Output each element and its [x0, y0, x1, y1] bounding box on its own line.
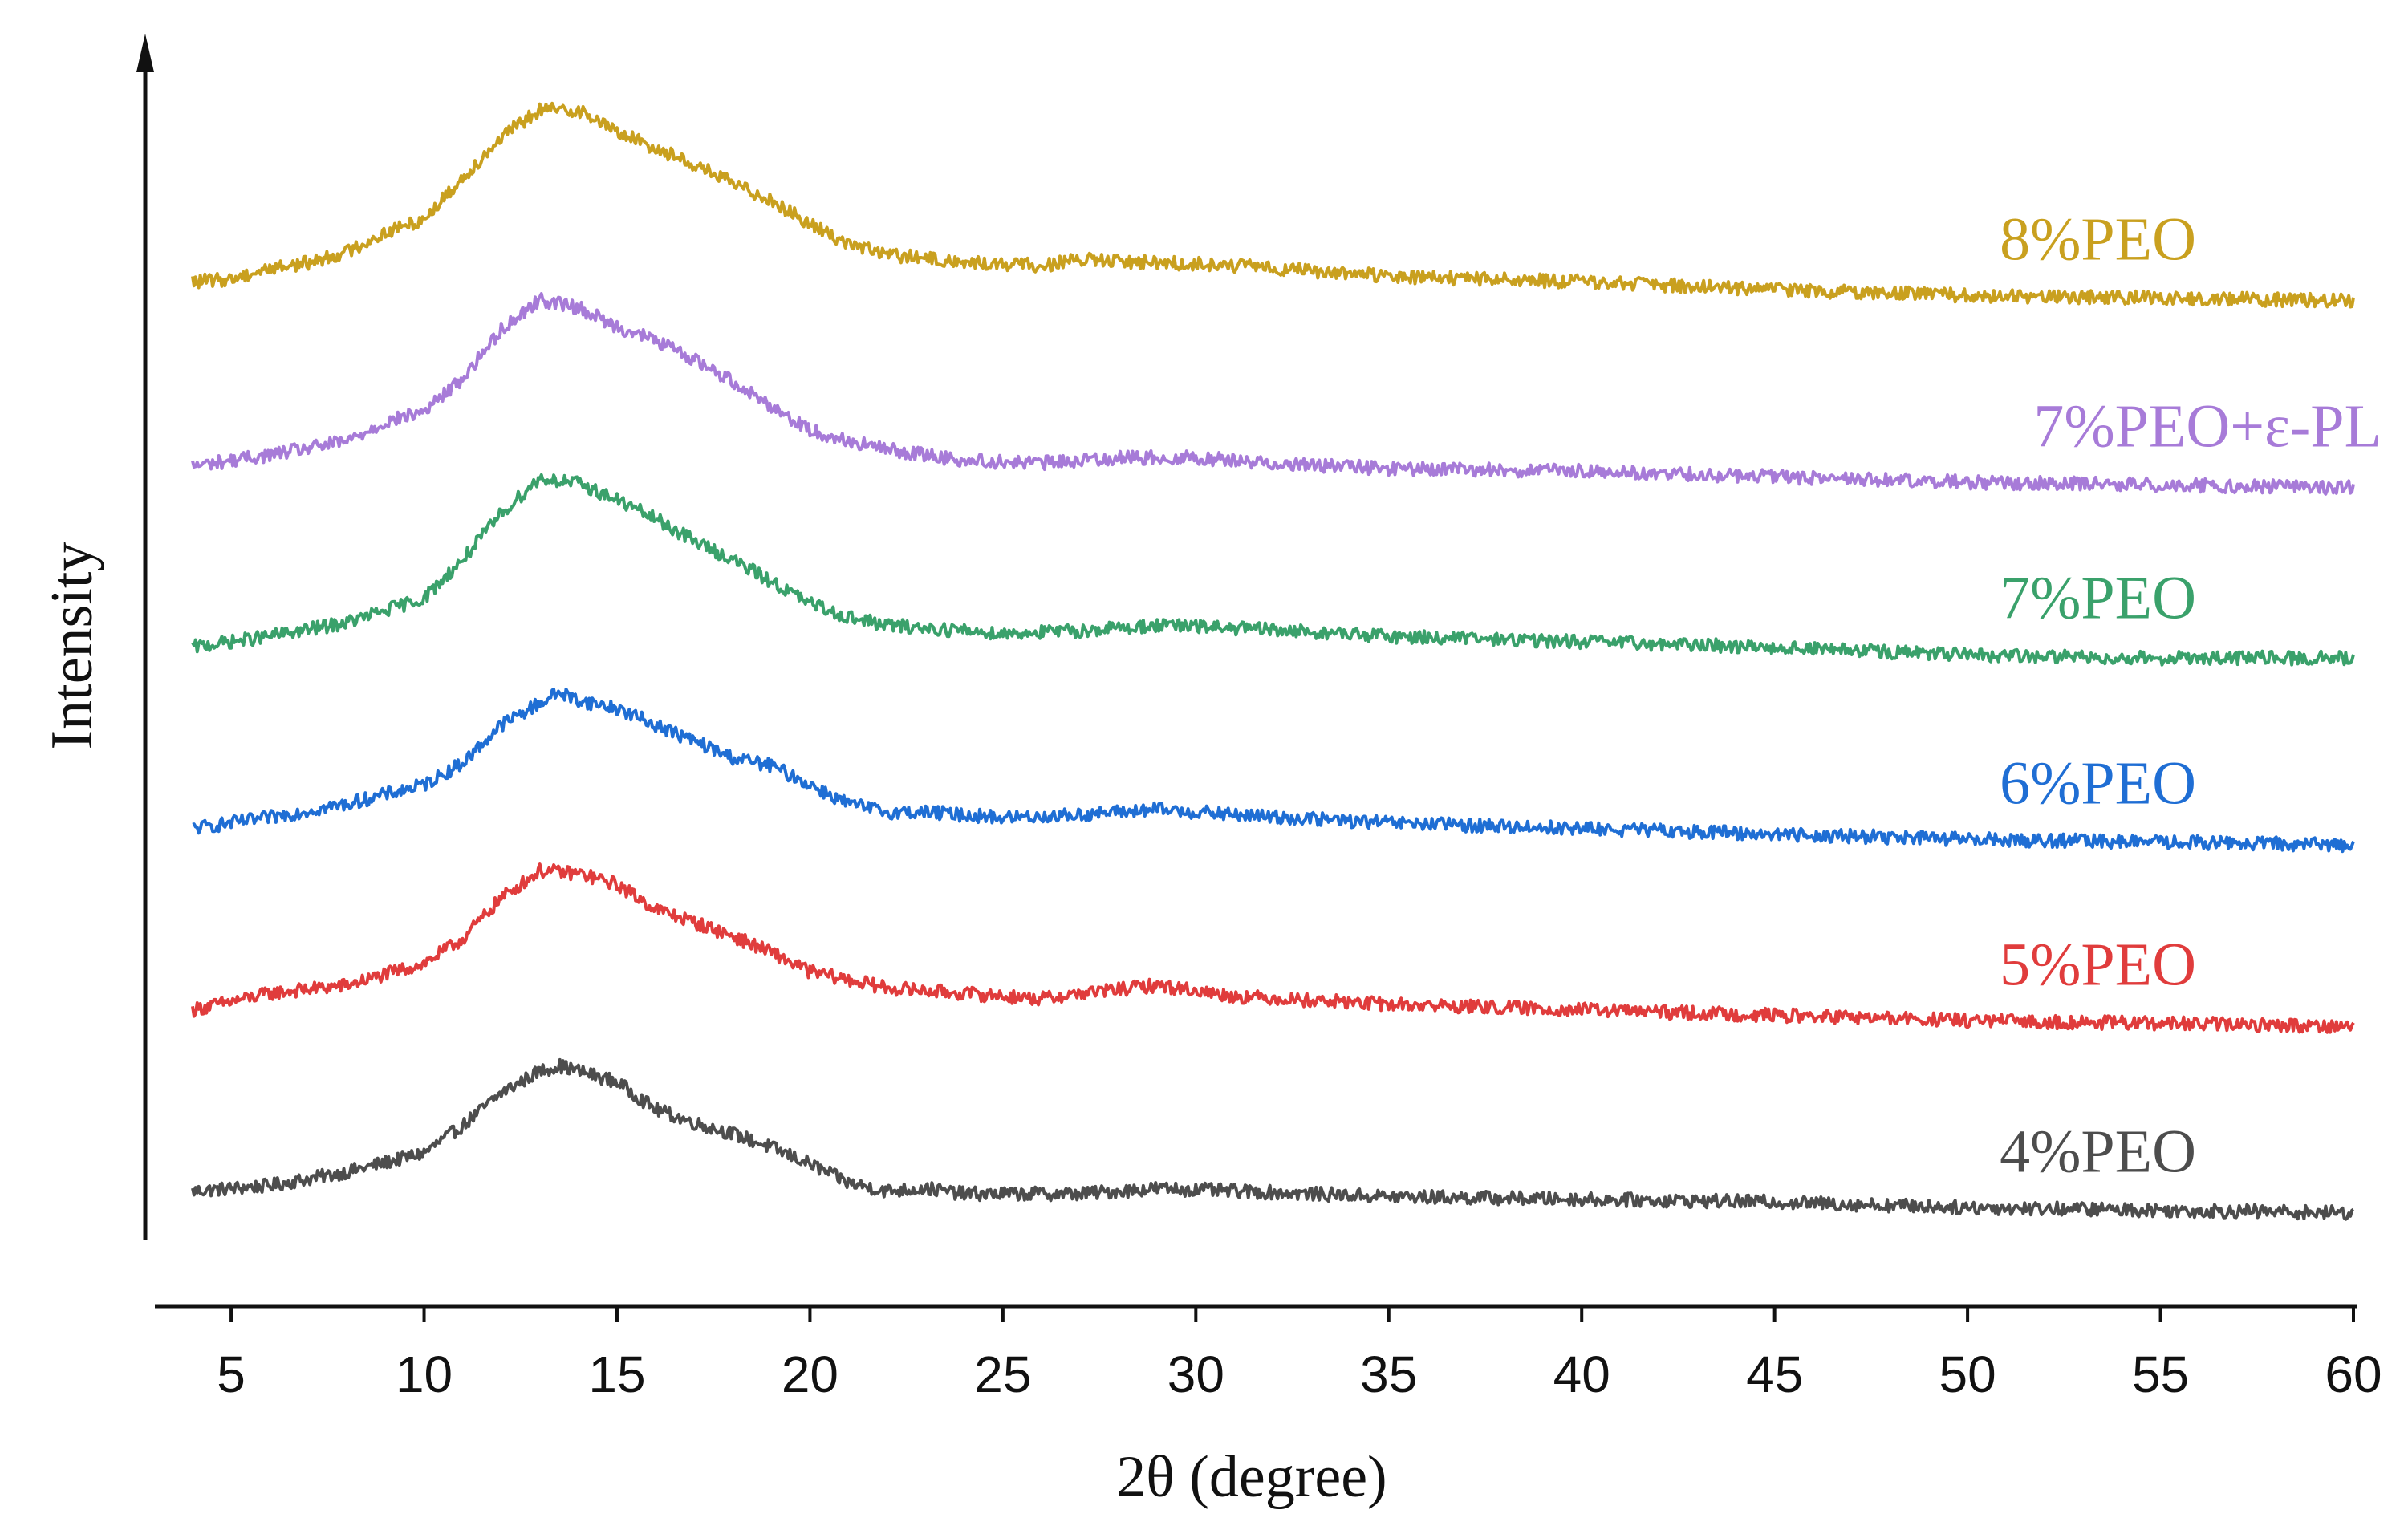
series-layer: 4%PEO 5%PEO 6%PEO 7%PEO 7%PEO+ε-PL 8%PEO: [191, 101, 2382, 1221]
x-tick-label: 30: [1167, 1345, 1224, 1403]
series-label-3: 7%PEO: [2000, 565, 2196, 632]
series-label-1: 5%PEO: [2000, 931, 2196, 999]
x-tick-label: 45: [1746, 1345, 1803, 1403]
x-axis-ticks: 5 10 15 20 25 30 35 40 45 50 55 60: [217, 1306, 2382, 1403]
y-axis-arrowhead: [136, 34, 154, 72]
series-line-4: [191, 292, 2355, 496]
series-label-5: 8%PEO: [2000, 206, 2196, 274]
series-label-0: 4%PEO: [2000, 1118, 2196, 1185]
x-tick-label: 10: [396, 1345, 453, 1403]
series-line-5: [191, 101, 2355, 309]
x-tick-label: 25: [974, 1345, 1031, 1403]
x-tick-label: 15: [588, 1345, 645, 1403]
x-tick-label: 40: [1553, 1345, 1610, 1403]
series-line-1: [191, 862, 2355, 1034]
x-tick-label: 50: [1939, 1345, 1996, 1403]
series-line-3: [191, 473, 2355, 667]
series-line-2: [192, 687, 2355, 854]
x-tick-label: 55: [2132, 1345, 2189, 1403]
x-tick-label: 20: [782, 1345, 839, 1403]
y-axis-label: Intensity: [39, 542, 105, 750]
series-line-0: [191, 1057, 2355, 1221]
x-tick-label: 35: [1360, 1345, 1417, 1403]
series-label-4: 7%PEO+ε-PL: [2033, 392, 2382, 460]
series-label-2: 6%PEO: [2000, 750, 2196, 818]
x-axis-label: 2θ (degree): [1116, 1444, 1387, 1510]
x-tick-label: 60: [2325, 1345, 2382, 1403]
x-tick-label: 5: [217, 1345, 246, 1403]
